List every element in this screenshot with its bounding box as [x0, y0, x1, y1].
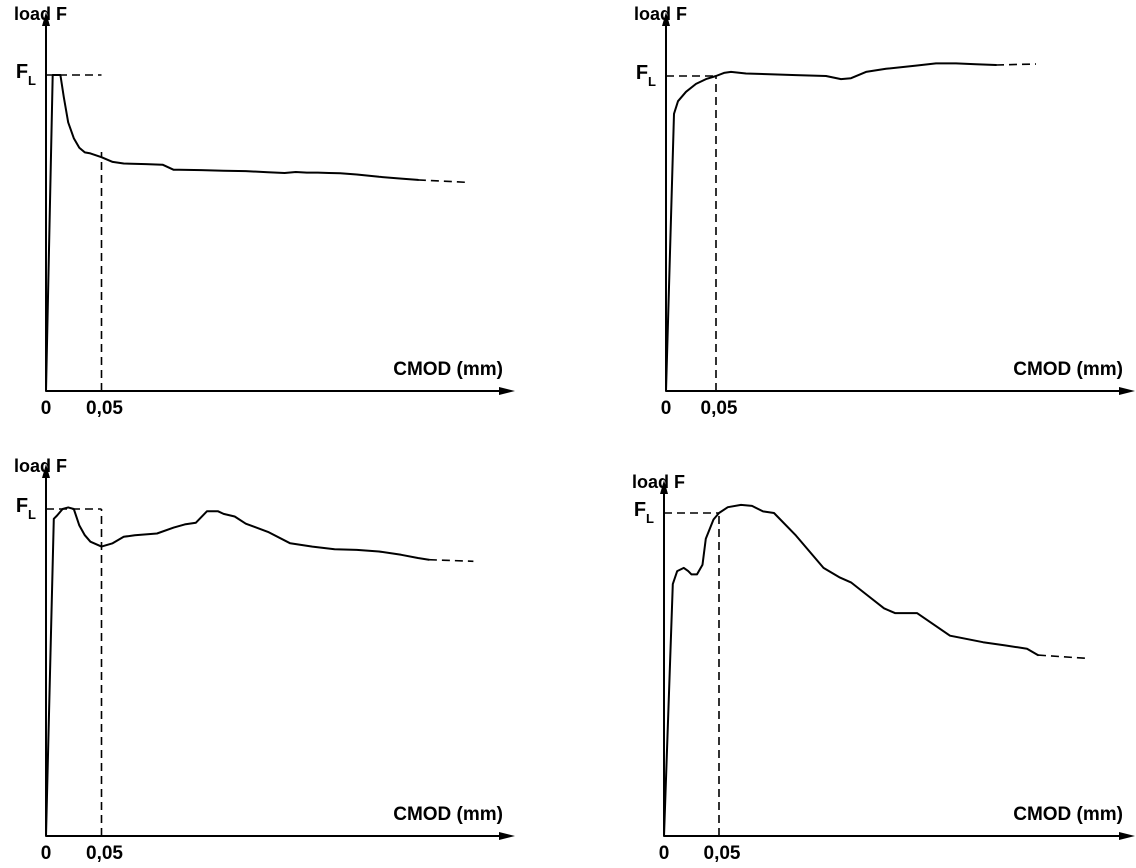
y-axis-label: load F: [14, 456, 67, 476]
x-axis-arrow: [499, 832, 515, 840]
chart-panel-1: load F CMOD (mm) 0 0,05 FL: [14, 4, 515, 419]
x-tick-005: 0,05: [86, 398, 123, 419]
x-axis-label: CMOD (mm): [393, 359, 503, 380]
x-axis-label: CMOD (mm): [393, 804, 503, 825]
y-axis-arrow: [662, 12, 670, 26]
y-axis-label: load F: [632, 472, 685, 492]
fl-label: FL: [16, 61, 36, 88]
x-tick-origin: 0: [41, 398, 52, 419]
x-axis-arrow: [499, 387, 515, 395]
fl-label: FL: [16, 495, 36, 522]
load-curve: [665, 62, 997, 392]
x-tick-005: 0,05: [704, 843, 741, 864]
x-axis-label: CMOD (mm): [1013, 804, 1123, 825]
chart-panel-3: load F CMOD (mm) 0 0,05 FL: [14, 456, 515, 864]
fl-label: FL: [634, 499, 654, 526]
dashed-tail: [1037, 654, 1088, 660]
chart-panel-2: load F CMOD (mm) 0 0,05 FL: [634, 4, 1135, 419]
y-axis-arrow: [660, 480, 668, 494]
y-axis-label: load F: [14, 4, 67, 24]
load-curve: [45, 506, 430, 837]
x-tick-origin: 0: [41, 843, 52, 864]
x-axis-arrow: [1119, 387, 1135, 395]
y-axis-arrow: [42, 12, 50, 26]
dashed-tail: [417, 179, 468, 184]
load-curve: [663, 503, 1039, 837]
x-tick-origin: 0: [661, 398, 672, 419]
dashed-tail: [428, 558, 474, 563]
load-curve: [45, 74, 419, 392]
x-axis-label: CMOD (mm): [1013, 359, 1123, 380]
x-tick-005: 0,05: [701, 398, 738, 419]
x-tick-origin: 0: [659, 843, 670, 864]
fl-label: FL: [636, 62, 656, 89]
chart-panel-4: load F CMOD (mm) 0 0,05 FL: [632, 472, 1135, 864]
x-tick-005: 0,05: [86, 843, 123, 864]
x-axis-arrow: [1119, 832, 1135, 840]
dashed-tail: [995, 63, 1037, 66]
y-axis-label: load F: [634, 4, 687, 24]
y-axis-arrow: [42, 464, 50, 478]
